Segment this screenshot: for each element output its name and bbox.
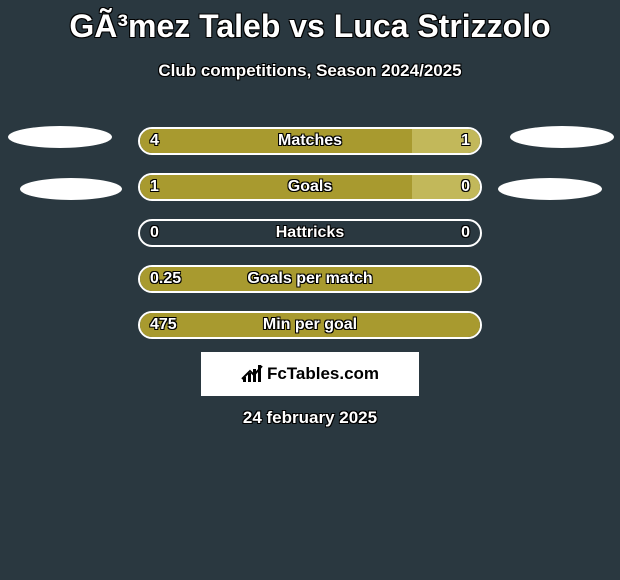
stat-bar: 41Matches — [138, 127, 482, 155]
date-text: 24 february 2025 — [0, 408, 620, 428]
stat-row: 10Goals — [0, 165, 620, 211]
stat-row: 00Hattricks — [0, 211, 620, 257]
stat-label: Matches — [140, 129, 480, 153]
stat-row: 41Matches — [0, 119, 620, 165]
stat-bar: 10Goals — [138, 173, 482, 201]
stat-bar: 0.25Goals per match — [138, 265, 482, 293]
stat-bar: 475Min per goal — [138, 311, 482, 339]
stat-bar: 00Hattricks — [138, 219, 482, 247]
logo-badge: FcTables.com — [201, 352, 419, 396]
page-title: GÃ³mez Taleb vs Luca Strizzolo — [0, 0, 620, 45]
page-subtitle: Club competitions, Season 2024/2025 — [0, 61, 620, 81]
logo-icon — [241, 364, 261, 384]
stat-row: 475Min per goal — [0, 303, 620, 349]
stat-label: Goals per match — [140, 267, 480, 291]
stat-label: Min per goal — [140, 313, 480, 337]
stat-label: Goals — [140, 175, 480, 199]
stat-label: Hattricks — [140, 221, 480, 245]
stat-row: 0.25Goals per match — [0, 257, 620, 303]
stats-container: 41Matches 10Goals 00Hattricks 0.25Goals per… — [0, 119, 620, 349]
logo-text: FcTables.com — [267, 364, 379, 384]
